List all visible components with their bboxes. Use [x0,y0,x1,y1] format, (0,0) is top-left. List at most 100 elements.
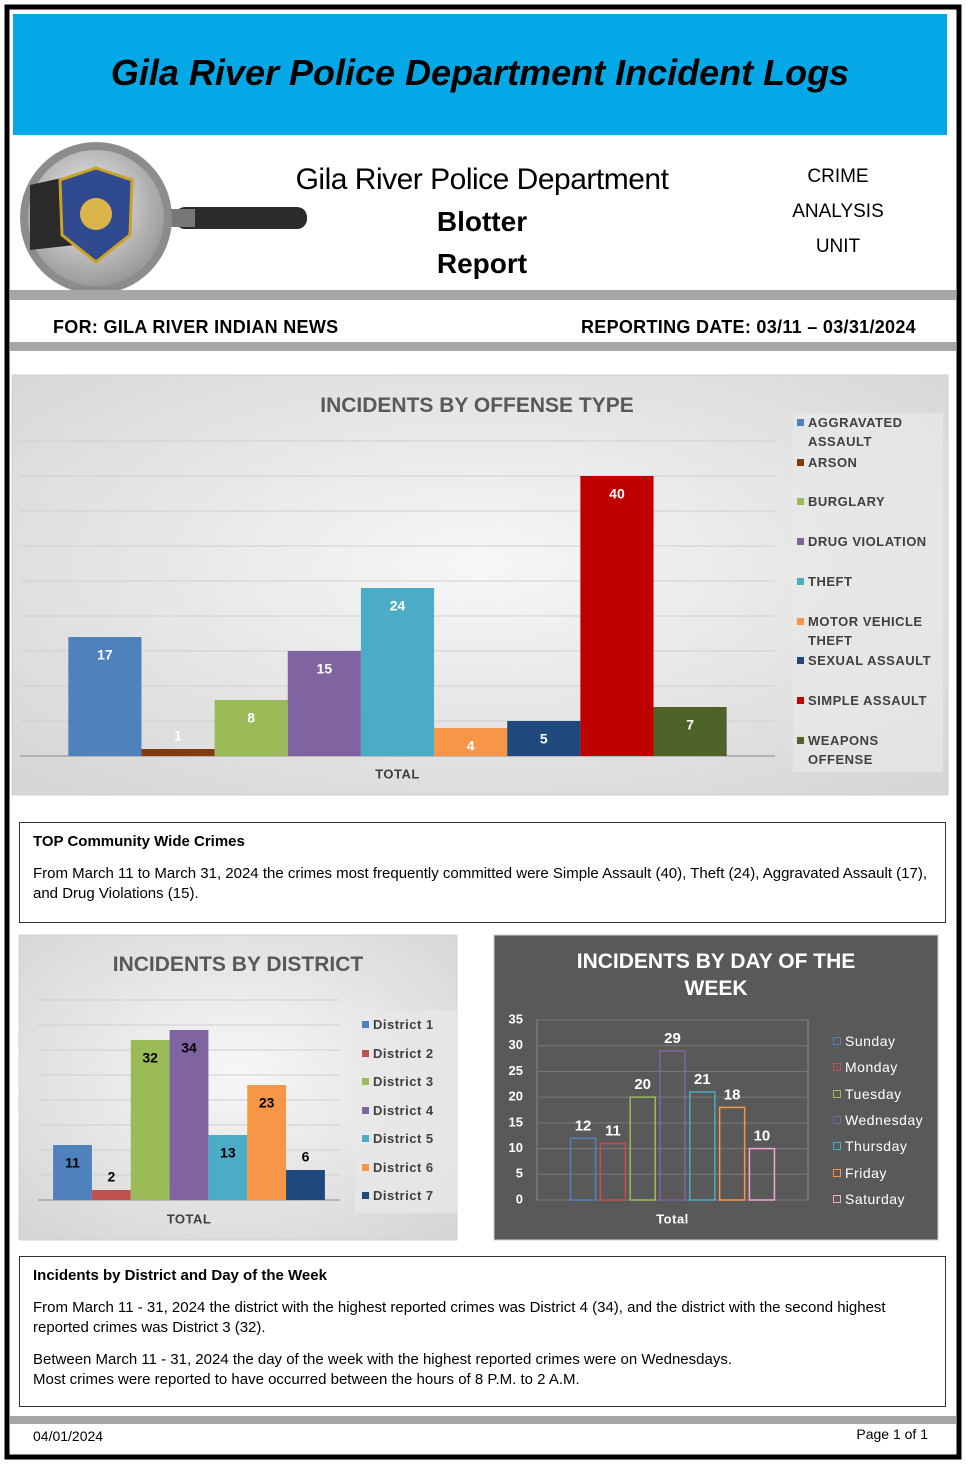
report-line: Report [332,244,632,284]
legend-label: ARSON [808,453,938,472]
page: TOTAL1718152445407TOTAL11232341323605101… [0,0,966,1464]
legend-item: District 5 [362,1129,465,1148]
legend-swatch [797,737,804,744]
divider [10,342,956,351]
y-tick-label: 35 [509,1011,523,1026]
legend-swatch [362,1135,369,1142]
legend-item: ARSON [797,453,938,472]
value-label: 32 [142,1050,158,1066]
y-tick-label: 5 [516,1166,523,1181]
legend-item: District 1 [362,1015,465,1034]
y-tick-label: 20 [509,1089,523,1104]
value-label: 29 [664,1030,681,1047]
value-label: 18 [724,1086,741,1103]
legend-swatch [797,697,804,704]
summary-title: TOP Community Wide Crimes [33,833,932,850]
summary-text: From March 11 - 31, 2024 the district wi… [33,1298,932,1338]
unit-line: UNIT [758,235,918,259]
bar [286,1170,325,1200]
y-tick-label: 0 [516,1191,523,1206]
legend-swatch [362,1078,369,1085]
legend-swatch [362,1192,369,1199]
value-label: 13 [220,1145,236,1161]
chart-title: INCIDENTS BY DAY OF THE WEEK [560,948,872,1002]
legend-swatch [362,1021,369,1028]
bar [92,1190,131,1200]
value-label: 5 [540,731,548,747]
legend-item: BURGLARY [797,492,938,511]
legend-swatch [833,1037,841,1045]
value-label: 20 [634,1076,651,1093]
value-label: 12 [575,1117,592,1134]
legend-label: District 3 [373,1072,465,1091]
legend-swatch [362,1050,369,1057]
value-label: 11 [65,1155,80,1171]
report-line: Blotter [332,202,632,242]
x-tick-label: TOTAL [375,766,420,781]
summary-text: From March 11 to March 31, 2024 the crim… [33,864,932,904]
value-label: 23 [259,1095,275,1111]
legend-swatch [797,657,804,664]
legend-label: Thursday [845,1137,950,1156]
y-tick-label: 30 [509,1037,523,1052]
x-tick-label: TOTAL [167,1211,212,1226]
summary-text: Between March 11 - 31, 2024 the day of t… [33,1350,932,1370]
legend-swatch [797,538,804,545]
value-label: 2 [107,1169,115,1185]
legend-label: Monday [845,1058,950,1077]
bar [215,700,288,756]
value-label: 15 [317,661,333,677]
legend-swatch [362,1164,369,1171]
legend-swatch [797,498,804,505]
value-label: 34 [181,1040,197,1056]
legend-label: District 7 [373,1186,465,1205]
legend-swatch [833,1142,841,1150]
legend-swatch [362,1107,369,1114]
x-tick-label: Total [656,1211,689,1226]
unit-line: CRIME [758,165,918,189]
legend-item: THEFT [797,572,938,591]
value-label: 10 [754,1128,771,1145]
legend-item: District 6 [362,1158,465,1177]
legend-item: DRUG VIOLATION [797,532,938,551]
legend-swatch [797,419,804,426]
legend-swatch [833,1169,841,1177]
bar [53,1145,92,1200]
bar [580,476,653,756]
legend-label: THEFT [808,572,938,591]
value-label: 1 [174,728,182,744]
value-label: 7 [686,717,694,733]
legend-label: Friday [845,1164,950,1183]
legend-item: Thursday [833,1137,950,1156]
recipient: FOR: GILA RIVER INDIAN NEWS [53,315,338,339]
value-label: 40 [609,486,625,502]
legend-item: Tuesday [833,1085,950,1104]
legend-label: District 5 [373,1129,465,1148]
legend-label: District 1 [373,1015,465,1034]
summary-text: Most crimes were reported to have occurr… [33,1370,932,1390]
footer-page: Page 1 of 1 [856,1425,928,1443]
legend-item: MOTOR VEHICLE THEFT [797,612,938,650]
legend-swatch [797,618,804,625]
legend-label: SIMPLE ASSAULT [808,691,938,710]
value-label: 17 [97,647,113,663]
legend-item: District 4 [362,1101,465,1120]
value-label: 11 [605,1122,621,1139]
bar [141,749,214,756]
value-label: 21 [694,1071,711,1088]
legend-label: District 2 [373,1044,465,1063]
page-title: Gila River Police Department Incident Lo… [13,14,947,135]
legend-item: District 2 [362,1044,465,1063]
value-label: 8 [247,710,255,726]
y-tick-label: 15 [509,1114,523,1129]
footer-date: 04/01/2024 [33,1427,103,1445]
legend-label: District 4 [373,1101,465,1120]
legend-label: Wednesday [845,1111,950,1130]
legend-item: Wednesday [833,1111,950,1130]
legend-label: Tuesday [845,1085,950,1104]
y-tick-label: 25 [509,1063,523,1078]
legend-item: SEXUAL ASSAULT [797,651,938,670]
legend-label: DRUG VIOLATION [808,532,938,551]
legend-item: Monday [833,1058,950,1077]
y-tick-label: 10 [509,1140,523,1155]
